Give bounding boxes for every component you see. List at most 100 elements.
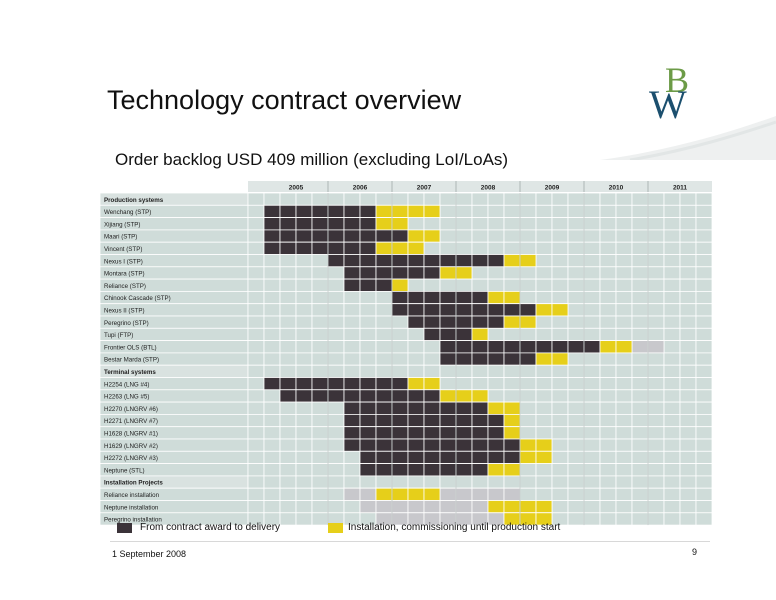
grid-cell — [519, 377, 537, 391]
grid-cell — [679, 278, 697, 292]
grid-cell — [471, 377, 489, 391]
delivery-cell — [471, 401, 489, 415]
grid-cell — [647, 254, 665, 268]
grid-cell — [583, 241, 601, 255]
grid-cell — [407, 327, 425, 341]
grid-cell — [583, 217, 601, 231]
grid-cell — [631, 401, 649, 415]
grid-cell — [695, 512, 713, 526]
grid-cell — [503, 364, 521, 378]
grid-cell — [455, 204, 473, 219]
grid-cell — [375, 303, 393, 317]
grid-cell — [551, 192, 569, 206]
grid-cell — [279, 303, 297, 317]
delivery-cell — [423, 413, 441, 428]
grid-cell — [583, 254, 601, 268]
installation-cell — [375, 241, 393, 255]
grid-cell — [263, 315, 281, 329]
grid-cell — [583, 192, 601, 206]
row-label: H2254 (LNG #4) — [104, 381, 149, 388]
grid-cell — [631, 377, 649, 391]
installation-cell — [615, 340, 633, 354]
delivery-cell — [455, 413, 473, 428]
grid-cell — [455, 278, 473, 292]
grid-cell — [279, 192, 297, 206]
grid-cell — [647, 487, 665, 501]
grid-cell — [615, 229, 633, 243]
grid-cell — [695, 290, 713, 305]
grid-cell — [599, 463, 617, 477]
delivery-cell — [391, 413, 409, 428]
delivery-cell — [375, 450, 393, 464]
row-label: Reliance (STP) — [104, 283, 146, 290]
grid-cell — [615, 475, 633, 489]
grid-cell — [295, 512, 313, 526]
grid-cell — [359, 290, 377, 305]
grid-cell — [327, 500, 345, 514]
delivery-cell — [375, 401, 393, 415]
grid-cell — [647, 266, 665, 280]
grid-cell — [615, 266, 633, 280]
grid-cell — [535, 315, 553, 329]
grid-cell — [631, 450, 649, 464]
grid-cell — [311, 192, 329, 206]
gray-cell — [343, 487, 361, 501]
grid-cell — [663, 389, 681, 403]
grid-cell — [583, 438, 601, 452]
delivery-cell — [263, 204, 281, 219]
grid-cell — [263, 278, 281, 292]
row-label: Chinook Cascade (STP) — [104, 295, 171, 302]
grid-cell — [503, 278, 521, 292]
grid-cell — [263, 450, 281, 464]
delivery-cell — [311, 389, 329, 403]
grid-cell — [279, 438, 297, 452]
grid-cell — [375, 475, 393, 489]
installation-cell — [535, 438, 553, 452]
grid-cell — [663, 450, 681, 464]
row-label: Peregrino installation — [104, 517, 162, 524]
grid-cell — [599, 278, 617, 292]
grid-cell — [535, 327, 553, 341]
installation-cell — [535, 512, 553, 526]
grid-cell — [535, 463, 553, 477]
grid-cell — [487, 204, 505, 219]
delivery-cell — [439, 426, 457, 440]
grid-cell — [679, 389, 697, 403]
delivery-cell — [503, 352, 521, 366]
delivery-cell — [423, 315, 441, 329]
grid-cell — [599, 192, 617, 206]
footer-divider — [110, 541, 710, 542]
grid-cell — [615, 438, 633, 452]
row-label: H2270 (LNGRV #6) — [104, 406, 158, 413]
grid-cell — [535, 217, 553, 231]
delivery-cell — [391, 303, 409, 317]
grid-cell — [263, 389, 281, 403]
gray-cell — [455, 500, 473, 514]
delivery-cell — [567, 340, 585, 354]
legend-label-installation: Installation, commissioning until produc… — [348, 522, 561, 533]
grid-cell — [535, 204, 553, 219]
grid-cell — [647, 290, 665, 305]
grid-cell — [519, 278, 537, 292]
delivery-cell — [407, 266, 425, 280]
delivery-cell — [439, 413, 457, 428]
delivery-cell — [279, 241, 297, 255]
grid-cell — [327, 303, 345, 317]
installation-cell — [407, 487, 425, 501]
grid-cell — [599, 450, 617, 464]
spacer-cell — [247, 266, 265, 280]
grid-cell — [615, 426, 633, 440]
delivery-cell — [423, 290, 441, 305]
grid-cell — [503, 475, 521, 489]
grid-cell — [423, 278, 441, 292]
grid-cell — [583, 463, 601, 477]
grid-cell — [327, 463, 345, 477]
spacer-cell — [247, 413, 265, 428]
delivery-cell — [375, 254, 393, 268]
delivery-cell — [455, 303, 473, 317]
grid-cell — [615, 500, 633, 514]
grid-cell — [599, 475, 617, 489]
delivery-cell — [471, 463, 489, 477]
gray-cell — [359, 500, 377, 514]
gray-cell — [471, 487, 489, 501]
